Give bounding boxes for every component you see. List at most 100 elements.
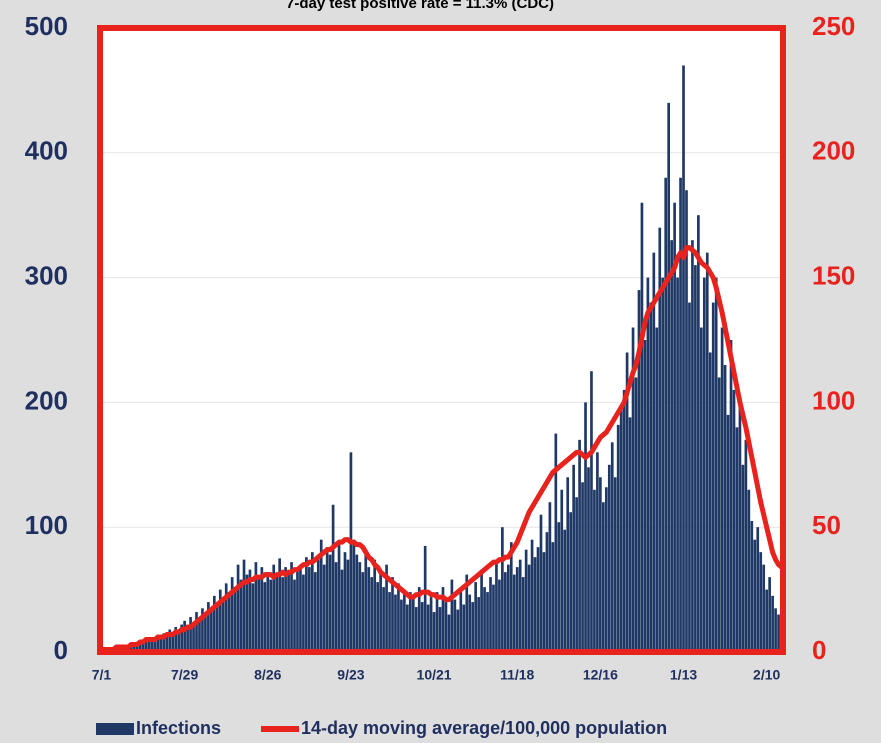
bar [622,389,626,652]
bar [509,542,513,652]
y2-tick-label: 50 [812,510,841,540]
bar [325,547,329,652]
bar [551,542,555,652]
bar [584,402,587,652]
bar [313,572,317,652]
bar [572,464,575,652]
bar [483,587,486,652]
bar [625,352,629,652]
bar [723,364,727,652]
bar [370,577,374,652]
bar [189,617,192,652]
bar [771,595,774,652]
bar [397,583,400,652]
bar [506,564,510,652]
bar [495,562,498,652]
bar [765,589,769,652]
bar [373,559,377,652]
bar [406,604,409,652]
bar [352,539,356,652]
bar [560,489,564,652]
bar [578,439,581,652]
bar [266,572,270,652]
y-tick-label: 100 [25,510,68,540]
bar [290,562,293,652]
legend-label: Infections [136,718,221,738]
y-tick-label: 0 [54,635,68,665]
bar [337,542,341,652]
bar [450,579,454,652]
bar [679,177,682,652]
x-tick-label: 8/26 [254,667,281,683]
bar [444,602,448,652]
bar [367,567,371,652]
bar [768,577,771,652]
bar [168,629,172,652]
bar [432,612,436,652]
bar [646,277,650,652]
bar [221,599,225,652]
bar [711,302,715,652]
bar [759,552,763,652]
bar [260,567,264,652]
bar [682,65,685,652]
bar [673,202,676,652]
bar [159,638,163,652]
bar [391,577,394,652]
bar [575,497,578,652]
bar [275,574,279,652]
bar [403,589,406,652]
bar [717,377,721,652]
bar [498,579,501,652]
bar [174,627,178,652]
bar [616,424,620,652]
bar [456,609,460,652]
bar [239,579,243,652]
x-tick-label: 7/1 [92,667,112,683]
bar [310,552,314,652]
bar [602,502,605,652]
bar [212,595,216,652]
bar [501,527,504,652]
bar [566,477,570,652]
bar [492,584,495,652]
bar [599,477,602,652]
bar [581,482,584,652]
bar [720,327,724,652]
bar [358,562,362,652]
bar [441,587,445,652]
bar [667,102,671,652]
bar [649,302,653,652]
bar [379,572,382,652]
y-tick-label: 200 [25,385,68,415]
bar [400,599,403,652]
bar [435,592,439,652]
bar [607,464,611,652]
y2-tick-label: 150 [812,260,855,290]
bar [735,427,739,652]
bar [153,642,157,652]
bar [334,562,338,652]
bar [308,567,311,652]
bar [465,574,469,652]
x-tick-label: 9/23 [337,667,364,683]
bar [376,582,379,652]
x-tick-label: 12/16 [583,667,618,683]
bar [688,302,691,652]
bar [708,352,712,652]
bar [147,640,151,652]
bar [670,240,673,652]
bar [296,569,299,652]
bar [394,594,397,652]
bar [429,597,433,652]
bar [726,414,730,652]
bar [468,594,472,652]
bar [762,564,766,652]
bar [610,442,614,652]
bar [515,567,519,652]
legend-label: 14-day moving average/100,000 population [301,718,667,738]
bar [554,433,558,652]
chart-subtitle: 7-day test positive rate = 11.3% (CDC) [286,0,554,12]
bar [750,520,754,652]
bar [631,327,635,652]
